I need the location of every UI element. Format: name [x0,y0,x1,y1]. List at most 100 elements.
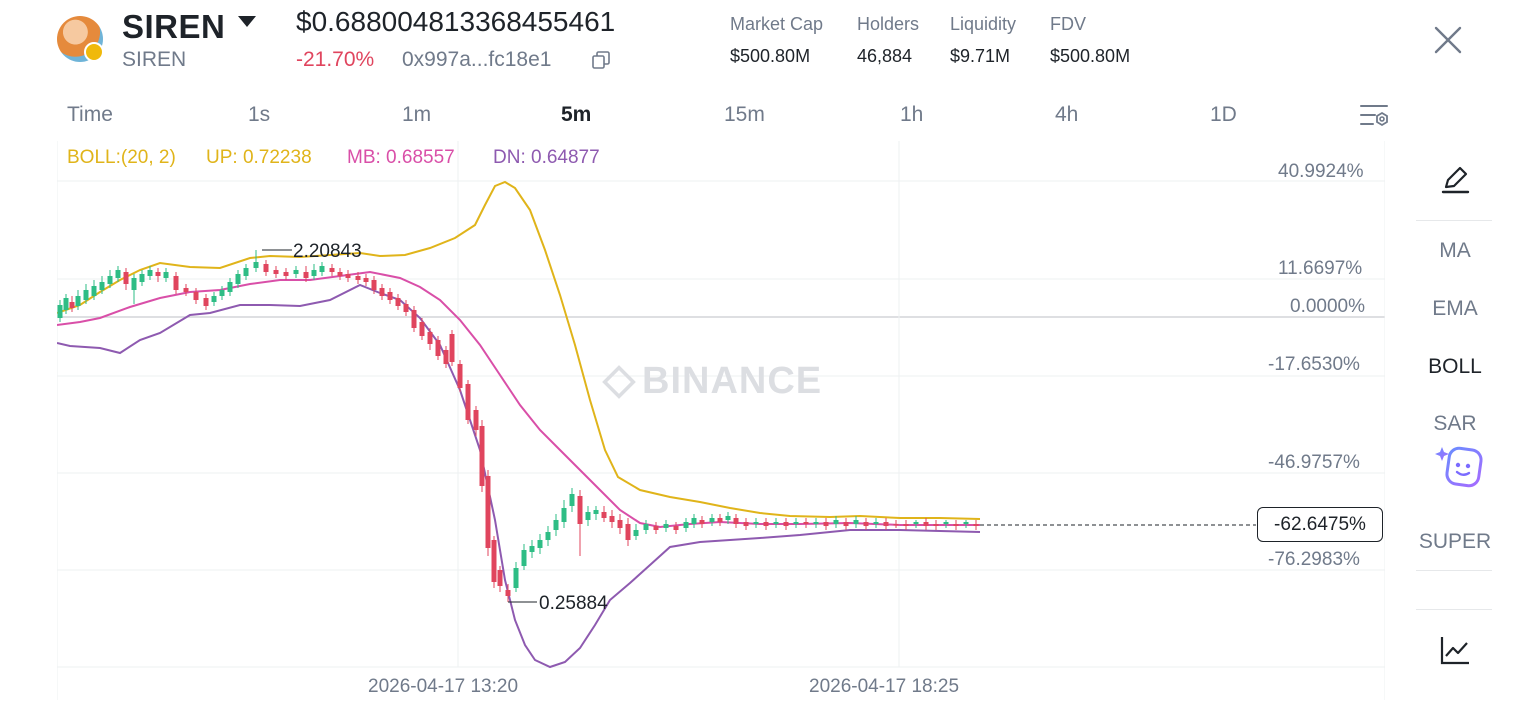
fdv-label: FDV [1050,14,1086,34]
candle-body [419,322,425,336]
candle-body [883,522,889,526]
candle-body [69,302,75,308]
candle-body [123,272,129,284]
candle-body [813,522,819,524]
candle-body [219,290,225,296]
draw-pencil-icon[interactable] [1440,163,1472,195]
candle-body [311,270,317,276]
chevron-down-icon[interactable] [238,16,256,27]
candle-body [203,298,209,306]
candle-body [371,280,377,290]
candle-body [193,292,199,300]
tab-5m[interactable]: 5m [561,103,592,126]
sidebar-item-ema[interactable]: EMA [1432,297,1478,320]
low-price-label: 0.25884 [539,593,608,614]
candle-body [673,526,679,530]
candle-body [853,520,859,524]
candle-body [643,524,649,530]
candle-body [653,526,659,530]
token-symbol[interactable]: SIREN [122,8,226,45]
candle-body [355,276,361,280]
candle-body [933,524,939,526]
indicator-chart-icon[interactable] [1439,634,1471,666]
tab-1d[interactable]: 1D [1210,103,1237,126]
candle-body [91,286,97,296]
sidebar-item-super[interactable]: SUPER [1418,530,1492,553]
boll-upper-line [57,180,981,520]
x-axis-label: 2026-04-17 13:20 [368,676,519,697]
chart-grid [57,141,1385,700]
candle-body [683,522,689,528]
candle-body [449,334,455,362]
sidebar-item-boll[interactable]: BOLL [1428,355,1482,378]
tab-time[interactable]: Time [67,103,113,126]
candle-body [633,530,639,536]
tab-1s[interactable]: 1s [248,103,271,126]
candle-body [139,274,145,282]
candle-body [465,384,471,420]
candle-body [235,274,241,284]
candle-body [725,516,731,520]
tab-1m[interactable]: 1m [402,103,432,126]
candle-body [973,524,979,526]
binance-logo-icon [602,365,636,399]
holders-label: Holders [857,14,920,34]
candle-body [75,296,81,306]
token-name: SIREN [122,48,187,71]
tab-1h[interactable]: 1h [900,103,924,126]
candle-body [395,298,401,306]
y-axis-label: 0.0000% [1290,296,1366,317]
candle-body [303,272,309,278]
candle-body [743,522,749,526]
y-axis-label: -17.6530% [1268,354,1360,375]
candle-body [843,522,849,526]
copy-icon[interactable] [592,51,610,69]
market-cap-value: $500.80M [730,46,811,66]
candle-body [155,272,161,276]
candle-body [411,310,417,328]
liquidity-value: $9.71M [950,46,1011,66]
tab-15m[interactable]: 15m [724,103,765,126]
price-change: -21.70% [296,48,375,71]
candle-body [609,516,615,522]
candle-body [873,522,879,524]
close-icon[interactable] [1432,24,1464,56]
candle-body [491,540,497,582]
candle-body [617,520,623,528]
candle-body [513,568,519,588]
sidebar-divider [1416,570,1492,571]
candle-body [963,522,969,524]
binance-watermark: BINANCE [602,360,822,403]
sidebar-item-sar[interactable]: SAR [1418,412,1492,432]
contract-address[interactable]: 0x997a...fc18e1 [402,48,552,71]
candle-body [577,496,583,524]
candle-body [733,518,739,524]
candle-body [773,522,779,524]
ai-assistant-icon[interactable] [1434,441,1484,491]
candle-body [283,272,289,276]
candle-body [253,262,259,268]
candle-body [553,520,559,530]
sidebar-item-ma[interactable]: MA [1439,239,1471,262]
candle-body [561,508,567,522]
candle-body [183,288,189,292]
candle-body [273,270,279,274]
candle-body [443,350,449,364]
candle-body [329,268,335,272]
tab-4h[interactable]: 4h [1055,103,1079,126]
candle-body [953,524,959,526]
boll-middle-line [57,270,980,529]
candle-body [173,276,179,290]
y-axis-label: -46.9757% [1268,452,1360,473]
sidebar-item-sar-label: SAR [1433,412,1477,432]
chart-settings-icon[interactable] [1358,101,1390,131]
candlesticks [57,250,979,602]
chain-badge-icon [84,42,104,62]
candle-body [337,272,343,276]
sidebar-divider [1416,220,1492,221]
candle-body [479,426,485,486]
candle-body [211,296,217,302]
price-chart[interactable] [57,141,1385,700]
candle-body [537,540,543,548]
candle-body [243,268,249,276]
